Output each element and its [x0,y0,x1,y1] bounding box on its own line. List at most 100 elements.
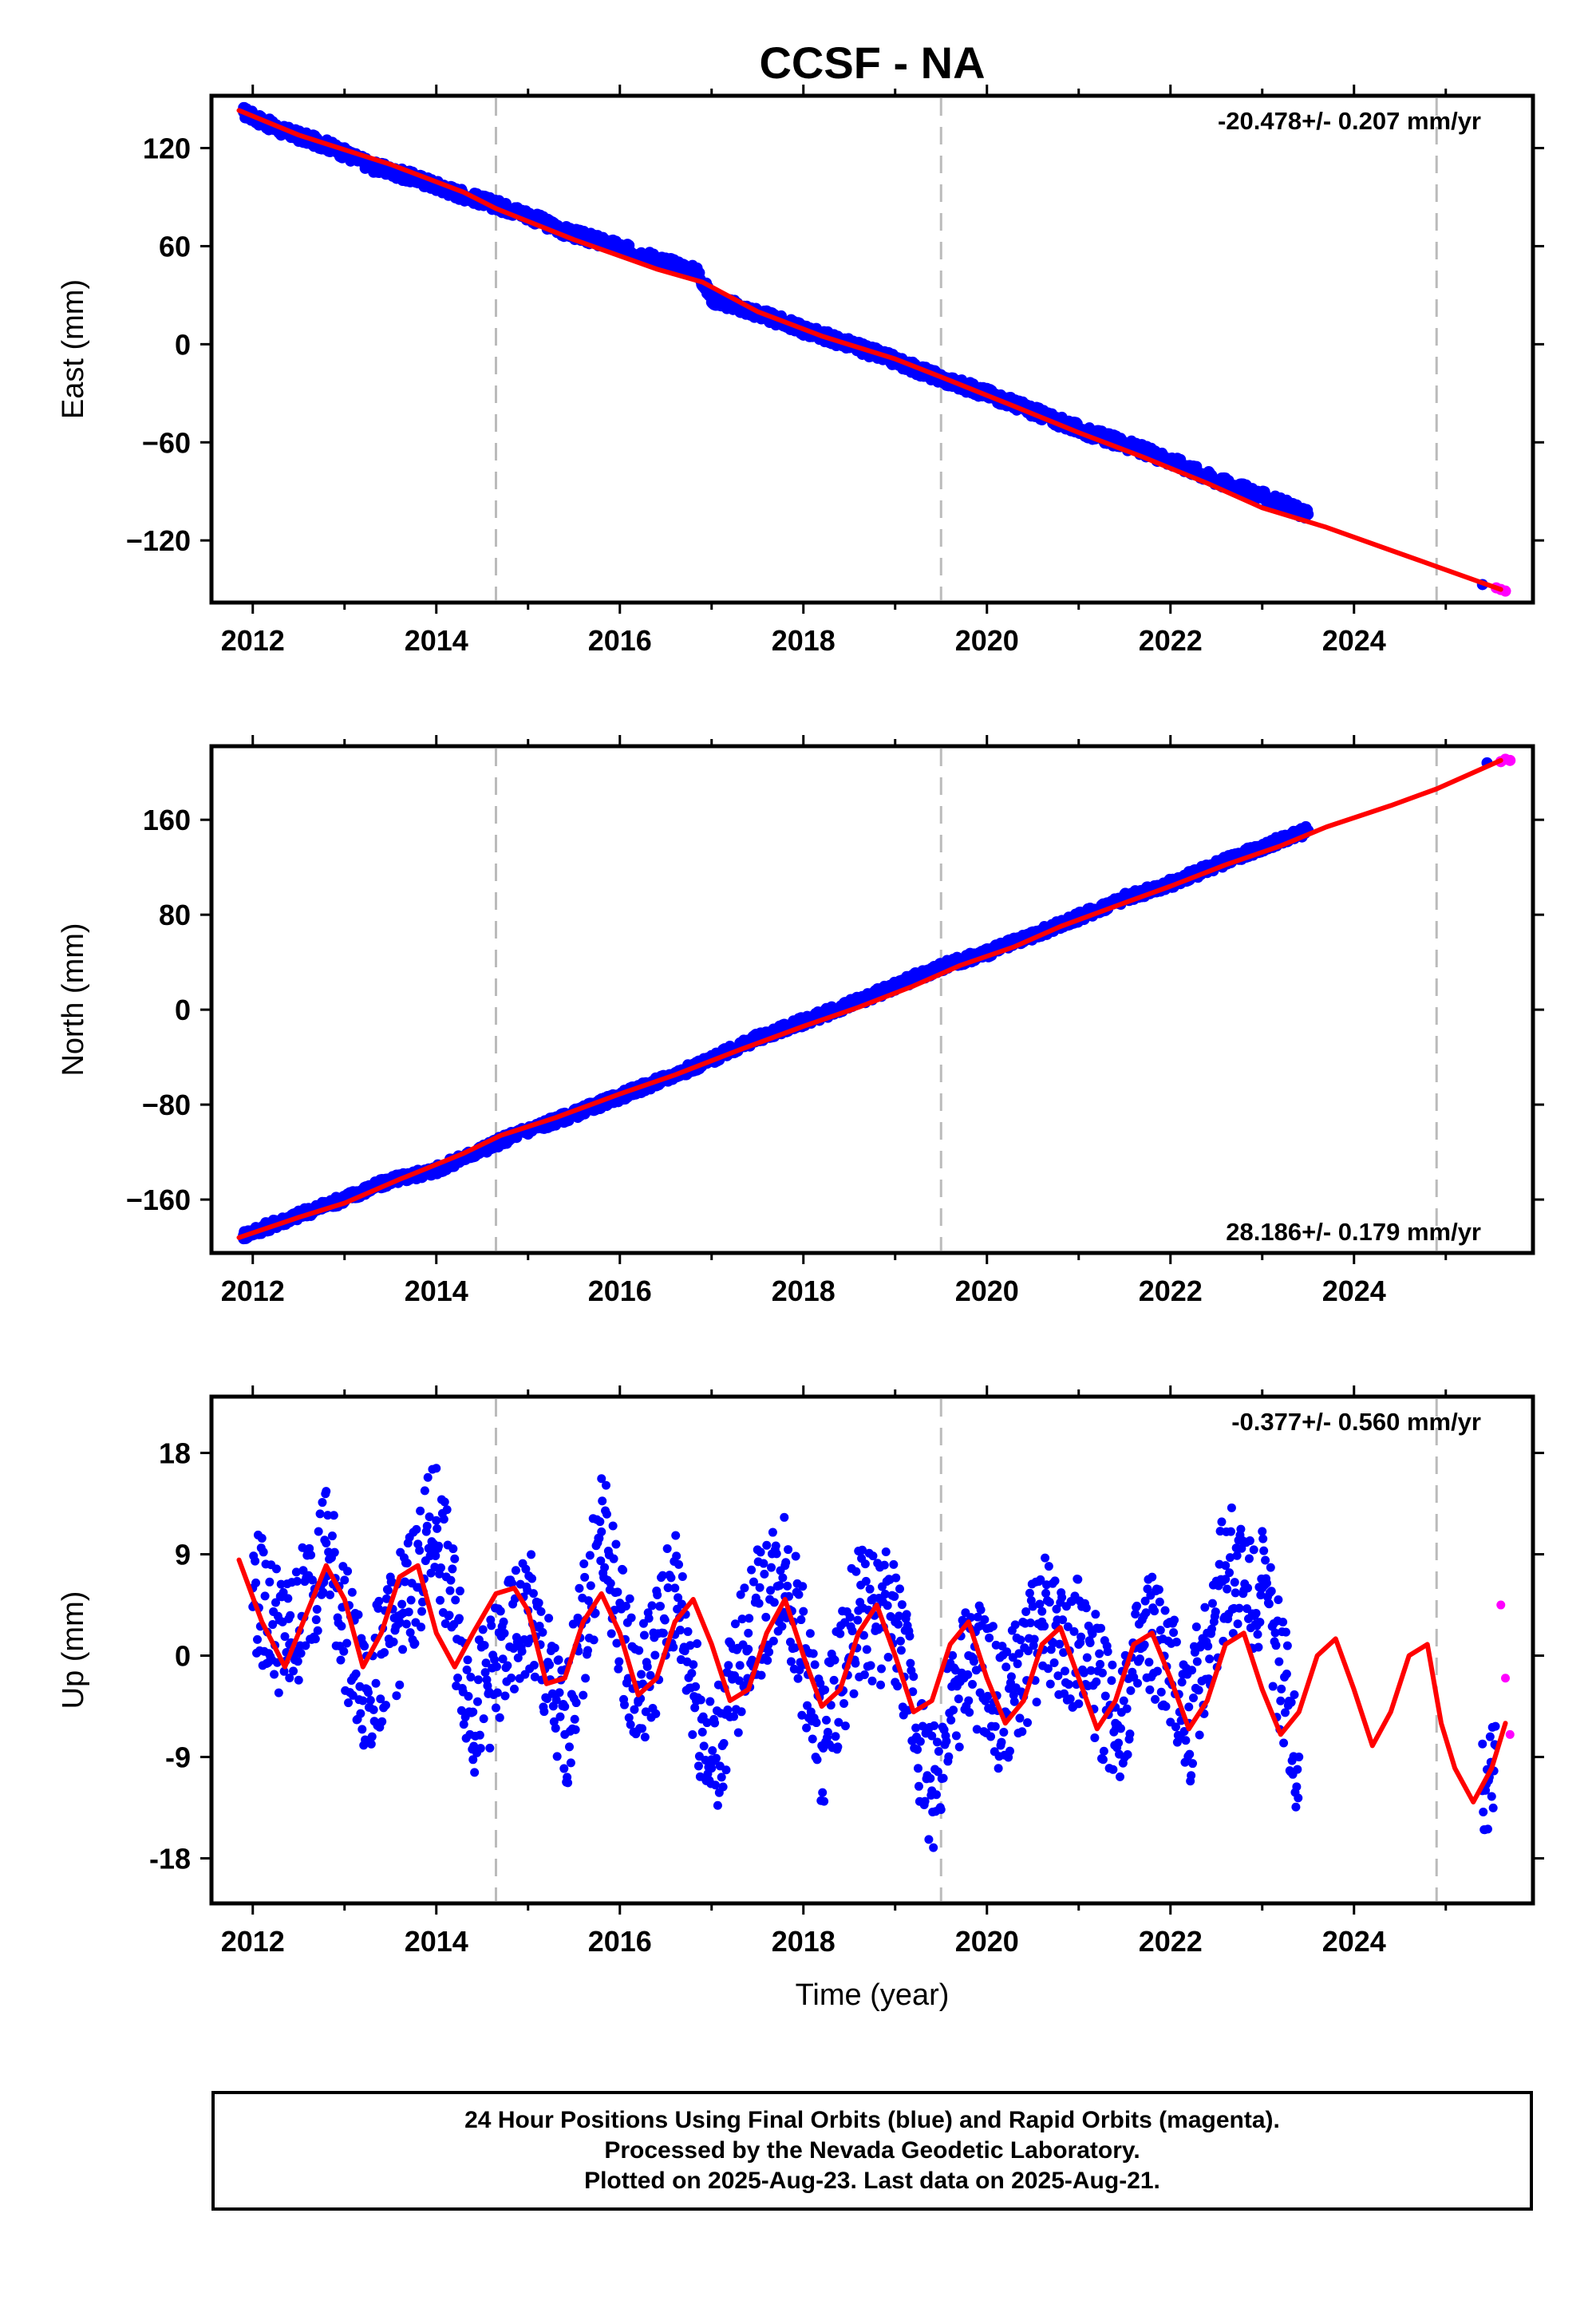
final-point [1145,1685,1155,1694]
final-point [699,1741,709,1751]
final-point [1053,1671,1063,1681]
final-point [775,1581,784,1591]
final-point [381,1594,391,1603]
x-tick-label: 2012 [221,624,285,657]
final-point [690,1703,700,1713]
final-point [473,1697,482,1706]
final-point [854,1606,863,1615]
final-point [964,1651,974,1661]
final-point [859,1670,869,1679]
final-point [969,1657,978,1666]
final-point [810,1660,820,1670]
final-point [1256,490,1268,502]
final-point [444,1611,454,1620]
y-axis-label: East (mm) [57,279,90,419]
y-tick-label: −120 [126,524,191,557]
final-point [756,1547,765,1557]
final-point [1069,1626,1079,1636]
final-point [674,1559,684,1569]
final-point [1211,474,1223,486]
final-point [763,1655,772,1665]
final-point [890,1591,899,1601]
final-point [1290,1690,1299,1699]
final-point [1491,1721,1500,1731]
final-point [1258,1583,1267,1593]
final-point [948,1650,958,1660]
final-point [1235,1603,1244,1613]
final-point [1243,1583,1253,1593]
final-point [351,1669,361,1678]
final-point [737,1707,746,1717]
final-point [398,1645,408,1654]
final-point [455,1614,464,1623]
final-point [640,1733,650,1742]
final-point [415,1546,425,1555]
final-point [724,1661,733,1670]
final-point [575,1583,584,1593]
final-point [356,1709,365,1718]
final-point [451,1595,460,1605]
final-point [1098,1755,1108,1765]
final-point [620,1700,629,1709]
final-point [566,1758,575,1768]
final-point [1057,1593,1067,1603]
final-point [795,1665,804,1674]
final-point [1264,1599,1274,1609]
final-point [500,1628,509,1638]
final-point [417,1622,426,1632]
final-point [755,1583,764,1592]
final-point [367,1732,377,1741]
final-point [696,1695,705,1705]
final-point [360,1642,369,1651]
final-point [783,1581,792,1591]
final-point [634,1646,644,1655]
final-point [448,1564,457,1574]
y-axis-label: Up (mm) [57,1591,90,1709]
final-point [1151,1694,1160,1704]
final-point [764,1647,774,1657]
final-point [883,1653,893,1662]
final-point [376,1694,385,1704]
final-point [1074,1639,1084,1649]
final-point [646,1670,655,1680]
final-point [1232,1551,1242,1560]
x-tick-label: 2016 [588,1925,652,1958]
final-point [734,1676,744,1686]
final-point [602,1480,610,1490]
final-point [1211,1607,1220,1617]
x-tick-label: 2018 [772,1925,836,1958]
final-point [395,1617,405,1626]
rate-label: -0.377+/- 0.560 mm/yr [1231,1408,1481,1436]
final-point [1085,1638,1095,1648]
final-point [1141,1608,1151,1618]
final-point [401,1619,411,1629]
final-point [761,1612,771,1622]
final-point [685,1641,695,1650]
chart-title: CCSF - NA [759,38,985,88]
final-point [595,1517,605,1527]
final-point [389,1637,398,1646]
final-point [1478,1739,1487,1749]
final-point [459,1720,468,1729]
final-point [405,1628,415,1638]
final-point [1277,1684,1286,1694]
final-point [1221,1561,1231,1571]
final-point [951,1731,961,1741]
final-point [279,1666,289,1676]
final-point [924,1835,934,1844]
final-point [760,1569,769,1579]
final-point [440,1497,449,1507]
final-point [1125,1729,1135,1739]
final-point [563,1778,573,1788]
final-point [675,1626,685,1635]
final-point [697,1727,707,1737]
y-tick-label: 80 [159,899,191,931]
final-point [268,1620,278,1630]
final-point [769,1598,779,1607]
final-point [927,1731,937,1741]
final-point [747,1565,757,1575]
final-point [293,1657,302,1666]
final-point [797,1710,807,1720]
final-point [1169,1628,1179,1638]
final-point [271,1564,281,1574]
